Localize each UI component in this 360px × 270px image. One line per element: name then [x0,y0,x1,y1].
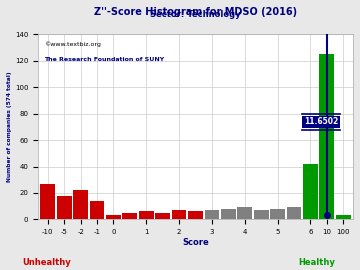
Bar [204,210,219,219]
Bar [254,210,269,219]
Text: Sector: Technology: Sector: Technology [150,10,241,19]
Bar [336,215,351,219]
X-axis label: Score: Score [182,238,209,247]
Text: ©www.textbiz.org: ©www.textbiz.org [44,42,101,48]
Bar [122,213,137,219]
Text: The Research Foundation of SUNY: The Research Foundation of SUNY [44,57,165,62]
Bar [40,184,55,219]
Text: Unhealthy: Unhealthy [22,258,71,267]
Bar [57,195,72,219]
Bar [155,213,170,219]
Bar [287,207,301,219]
Bar [172,210,186,219]
Bar [139,211,154,219]
Bar [221,209,236,219]
Bar [73,190,88,219]
Bar [303,164,318,219]
Bar [90,201,104,219]
Bar [319,54,334,219]
Bar [270,209,285,219]
Text: 11.6502: 11.6502 [304,117,338,126]
Bar [237,207,252,219]
Bar [188,211,203,219]
Bar [106,215,121,219]
Text: Healthy: Healthy [298,258,335,267]
Title: Z''-Score Histogram for MDSO (2016): Z''-Score Histogram for MDSO (2016) [94,7,297,17]
Y-axis label: Number of companies (574 total): Number of companies (574 total) [7,72,12,182]
